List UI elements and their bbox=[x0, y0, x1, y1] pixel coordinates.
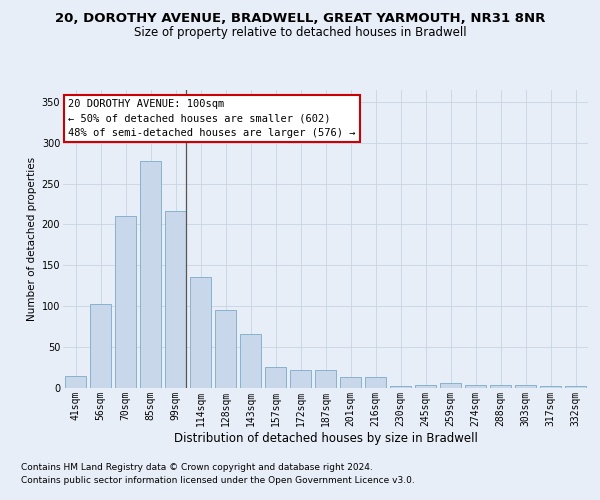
Bar bbox=[140, 161, 161, 388]
Bar bbox=[465, 385, 486, 388]
Bar bbox=[365, 377, 386, 388]
Text: Contains public sector information licensed under the Open Government Licence v3: Contains public sector information licen… bbox=[21, 476, 415, 485]
Bar bbox=[515, 385, 536, 388]
Bar bbox=[240, 334, 261, 388]
Bar bbox=[490, 385, 511, 388]
Bar bbox=[440, 384, 461, 388]
Text: 20 DOROTHY AVENUE: 100sqm
← 50% of detached houses are smaller (602)
48% of semi: 20 DOROTHY AVENUE: 100sqm ← 50% of detac… bbox=[68, 99, 356, 138]
Bar bbox=[265, 367, 286, 388]
X-axis label: Distribution of detached houses by size in Bradwell: Distribution of detached houses by size … bbox=[173, 432, 478, 446]
Bar bbox=[165, 212, 186, 388]
Bar bbox=[115, 216, 136, 388]
Bar bbox=[565, 386, 586, 388]
Bar bbox=[65, 376, 86, 388]
Bar bbox=[340, 377, 361, 388]
Bar bbox=[90, 304, 111, 388]
Text: Size of property relative to detached houses in Bradwell: Size of property relative to detached ho… bbox=[134, 26, 466, 39]
Bar bbox=[215, 310, 236, 388]
Bar bbox=[390, 386, 411, 388]
Text: Contains HM Land Registry data © Crown copyright and database right 2024.: Contains HM Land Registry data © Crown c… bbox=[21, 464, 373, 472]
Bar bbox=[190, 278, 211, 388]
Bar bbox=[315, 370, 336, 388]
Bar bbox=[415, 385, 436, 388]
Bar bbox=[540, 386, 561, 388]
Y-axis label: Number of detached properties: Number of detached properties bbox=[28, 156, 37, 321]
Bar bbox=[290, 370, 311, 388]
Text: 20, DOROTHY AVENUE, BRADWELL, GREAT YARMOUTH, NR31 8NR: 20, DOROTHY AVENUE, BRADWELL, GREAT YARM… bbox=[55, 12, 545, 26]
